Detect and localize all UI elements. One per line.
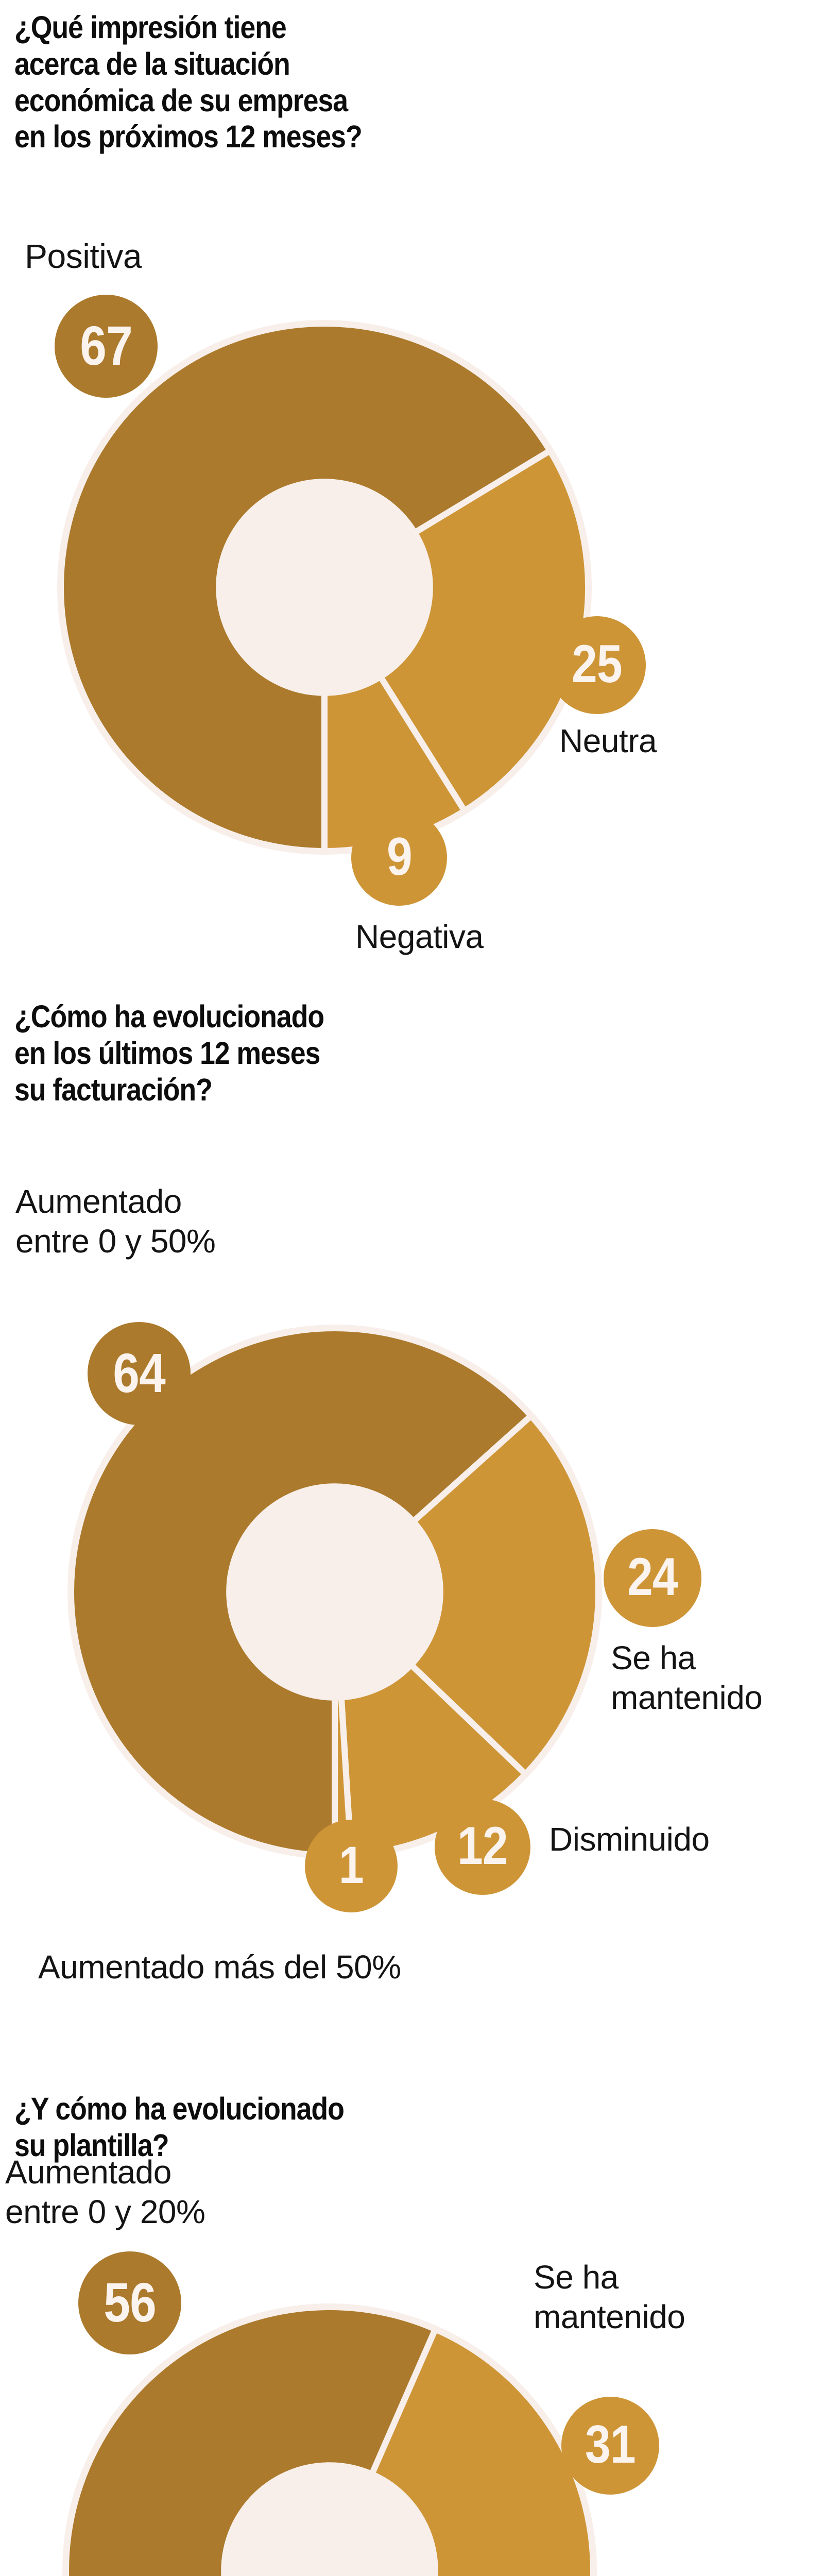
value-badge-neutra: 25: [548, 616, 646, 714]
label-aumentado-0-20: Aumentado entre 0 y 20%: [5, 2154, 205, 2230]
value-badge-aumentado-mas-50: 1: [305, 1820, 398, 1912]
label-aumentado-mas-50: Aumentado más del 50%: [38, 1948, 401, 1986]
value-badge-aumentado-0-20-text: 56: [104, 2270, 156, 2333]
value-badge-aumentado-0-50-text: 64: [113, 1341, 165, 1404]
value-badge-mantenido-3-text: 31: [585, 2414, 636, 2475]
donut-chart-1: [57, 320, 592, 855]
value-badge-aumentado-0-50: 64: [88, 1322, 191, 1425]
label-negativa: Negativa: [355, 918, 484, 955]
section-2-headline: ¿Cómo ha evolucionado en los últimos 12 …: [14, 999, 324, 1107]
value-badge-aumentado-0-20: 56: [78, 2251, 181, 2354]
section-1-headline: ¿Qué impresión tiene acerca de la situac…: [14, 10, 363, 155]
donut-slice: [63, 2304, 439, 2576]
value-badge-mantenido-3: 31: [561, 2397, 659, 2495]
value-badge-disminuido-2: 12: [435, 1799, 530, 1895]
donut-hole: [219, 482, 430, 693]
section-3-headline: ¿Y cómo ha evolucionado su plantilla?: [14, 2091, 345, 2163]
label-mantenido-2: Se ha mantenido: [611, 1639, 763, 1716]
value-badge-positiva: 67: [55, 295, 158, 398]
donut-hole: [224, 2465, 435, 2576]
value-badge-negativa-text: 9: [386, 826, 413, 887]
label-neutra: Neutra: [559, 722, 657, 759]
donut-chart-3: [62, 2303, 597, 2576]
value-badge-disminuido-2-text: 12: [457, 1816, 508, 1876]
value-badge-neutra-text: 25: [572, 634, 623, 694]
value-badge-positiva-text: 67: [80, 314, 132, 377]
value-badge-negativa: 9: [351, 810, 447, 906]
value-badge-mantenido-2: 24: [604, 1529, 701, 1627]
label-disminuido-2: Disminuido: [549, 1821, 710, 1858]
value-badge-mantenido-2-text: 24: [627, 1547, 678, 1607]
value-badge-aumentado-mas-50-text: 1: [339, 1835, 364, 1894]
donut-hole: [229, 1486, 440, 1698]
label-positiva: Positiva: [25, 237, 142, 275]
label-mantenido-3: Se ha mantenido: [534, 2259, 685, 2335]
label-aumentado-0-50: Aumentado entre 0 y 50%: [15, 1183, 216, 1260]
